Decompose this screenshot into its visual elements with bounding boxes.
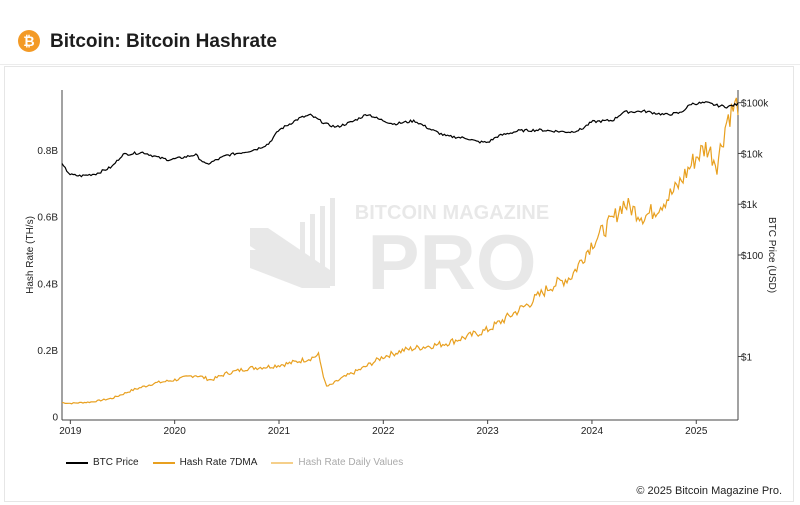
legend-item-hashrate-daily[interactable]: Hash Rate Daily Values xyxy=(271,457,403,468)
copyright-text: © 2025 Bitcoin Magazine Pro. xyxy=(636,485,782,497)
chart-panel xyxy=(4,66,794,502)
legend-swatch xyxy=(66,461,88,464)
y-ticks: 0 0.2B 0.4B 0.6B 0.8B xyxy=(37,146,58,424)
y2-tick-label: $10k xyxy=(741,149,764,160)
y-axis-label: Hash Rate (TH/s) xyxy=(25,216,36,294)
legend-label: Hash Rate 7DMA xyxy=(179,457,258,468)
x-tick-label: 2020 xyxy=(164,426,187,437)
legend-label: BTC Price xyxy=(93,457,139,468)
x-tick-label: 2019 xyxy=(59,426,82,437)
y-tick-label: 0 xyxy=(52,413,58,424)
y2-axis-label: BTC Price (USD) xyxy=(766,217,777,293)
y2-tick-label: $1k xyxy=(741,200,758,211)
page-title: Bitcoin: Bitcoin Hashrate xyxy=(50,31,277,52)
y2-tick-label: $100k xyxy=(741,99,769,110)
y-tick-label: 0.4B xyxy=(37,279,58,290)
legend-swatch xyxy=(152,461,175,464)
x-tick-label: 2022 xyxy=(372,426,395,437)
y2-ticks: $1 $100 $1k $10k $100k xyxy=(738,99,769,364)
legend-item-btc-price[interactable]: BTC Price xyxy=(66,457,139,468)
watermark-line1: BITCOIN MAGAZINE xyxy=(355,202,549,224)
btc-price-line xyxy=(61,101,739,178)
page-header: ₿ Bitcoin: Bitcoin Hashrate xyxy=(0,0,800,65)
watermark-line2: PRO xyxy=(367,218,536,306)
y2-tick-label: $100 xyxy=(741,251,764,262)
x-tick-label: 2025 xyxy=(685,426,708,437)
y2-tick-label: $1 xyxy=(741,353,753,364)
watermark-bars-icon xyxy=(250,198,335,288)
x-tick-label: 2023 xyxy=(477,426,500,437)
y-tick-label: 0.6B xyxy=(37,213,58,224)
x-ticks: 2019 2020 2021 2022 2023 2024 2025 xyxy=(59,420,708,437)
legend-item-hashrate-7dma[interactable]: Hash Rate 7DMA xyxy=(152,457,258,468)
chart-legend: BTC Price Hash Rate 7DMA Hash Rate Daily… xyxy=(66,457,417,468)
y-tick-label: 0.8B xyxy=(37,146,58,157)
series-lines xyxy=(61,97,739,405)
y-tick-label: 0.2B xyxy=(37,346,58,357)
x-tick-label: 2021 xyxy=(268,426,291,437)
bitcoin-logo-icon: ₿ xyxy=(18,30,40,52)
legend-swatch xyxy=(271,461,294,464)
x-tick-label: 2024 xyxy=(581,426,604,437)
legend-label: Hash Rate Daily Values xyxy=(298,457,404,468)
watermark: BITCOIN MAGAZINE PRO xyxy=(250,198,549,306)
hashrate-7dma-line xyxy=(62,97,739,405)
